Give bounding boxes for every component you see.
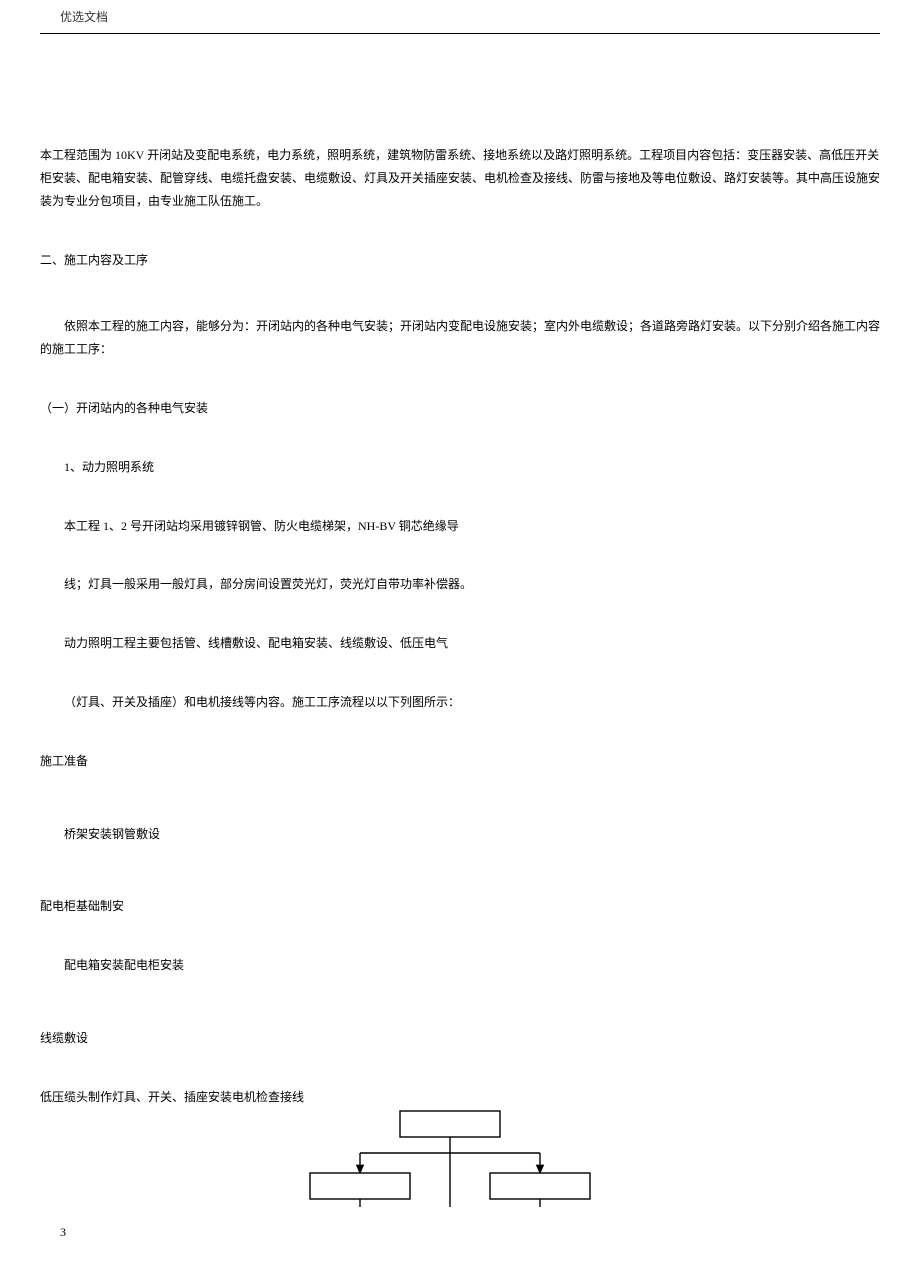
flow-step-6: 低压缆头制作灯具、开关、插座安装电机检查接线	[40, 1086, 880, 1109]
paragraph-scope: 本工程范围为 10KV 开闭站及变配电系统，电力系统，照明系统，建筑物防雷系统、…	[40, 144, 880, 212]
flowchart-diagram	[300, 1109, 880, 1209]
flow-step-1: 施工准备	[40, 750, 880, 773]
subitem-2: 本工程 1、2 号开闭站均采用镀锌钢管、防火电缆梯架，NH-BV 铜芯绝缘导	[40, 515, 880, 538]
page-number: 3	[60, 1223, 880, 1242]
heading-2: 二、施工内容及工序	[40, 249, 880, 272]
flow-step-4: 配电箱安装配电柜安装	[40, 954, 880, 977]
subitem-5: （灯具、开关及插座）和电机接线等内容。施工工序流程以以下列图所示：	[40, 691, 880, 714]
header-title: 优选文档	[60, 10, 108, 24]
page-header: 优选文档	[40, 0, 880, 34]
subitem-4: 动力照明工程主要包括管、线槽敷设、配电箱安装、线缆敷设、低压电气	[40, 632, 880, 655]
flow-step-5: 线缆敷设	[40, 1027, 880, 1050]
flow-step-2: 桥架安装钢管敷设	[40, 823, 880, 846]
subitem-3: 线；灯具一般采用一般灯具，部分房间设置荧光灯，荧光灯自带功率补偿器。	[40, 573, 880, 596]
heading-3: （一）开闭站内的各种电气安装	[40, 397, 880, 420]
subitem-1: 1、动力照明系统	[40, 456, 880, 479]
flow-step-3: 配电柜基础制安	[40, 895, 880, 918]
paragraph-intro: 依照本工程的施工内容，能够分为：开闭站内的各种电气安装；开闭站内变配电设施安装；…	[40, 315, 880, 361]
flowchart-svg	[300, 1109, 600, 1209]
